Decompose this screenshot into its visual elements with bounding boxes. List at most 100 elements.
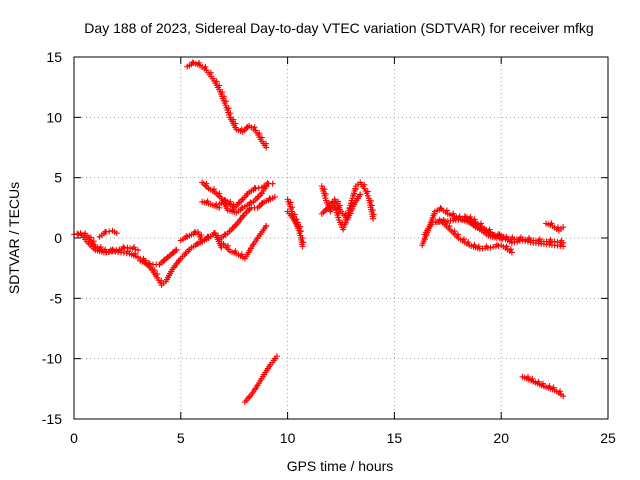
data-point — [218, 244, 225, 251]
data-point — [554, 224, 561, 231]
y-tick-label-0: 0 — [54, 230, 62, 246]
data-point — [560, 393, 567, 400]
data-point — [369, 207, 376, 214]
data-point — [97, 244, 104, 251]
data-point — [173, 247, 180, 254]
data-point — [273, 353, 280, 360]
x-tick-label-15: 15 — [387, 430, 403, 446]
data-point — [105, 248, 112, 255]
x-tick-label-0: 0 — [70, 430, 78, 446]
data-point — [232, 248, 239, 255]
data-point — [269, 180, 276, 187]
y-tick-label-5: 5 — [54, 170, 62, 186]
data-point — [508, 239, 515, 246]
data-point — [103, 249, 110, 256]
y-tick-label--5: -5 — [50, 290, 63, 306]
y-tick-label-10: 10 — [46, 109, 62, 125]
data-point — [511, 239, 518, 246]
data-point — [142, 257, 149, 264]
data-point — [211, 186, 218, 193]
data-point — [503, 243, 510, 250]
series-trace-7 — [216, 180, 276, 211]
x-tick-label-20: 20 — [493, 430, 509, 446]
data-point — [121, 245, 128, 252]
data-point — [124, 244, 131, 251]
data-point — [516, 238, 523, 245]
data-point — [370, 215, 377, 222]
data-point — [560, 224, 567, 231]
series-trace-1 — [71, 230, 212, 289]
data-point — [495, 231, 502, 238]
data-point — [460, 236, 467, 243]
tick-labels: 0 5 10 15 20 25 -15 -10 -5 0 5 10 15 — [42, 49, 616, 446]
data-point — [271, 193, 278, 200]
data-point — [456, 213, 463, 220]
data-point — [367, 197, 374, 204]
y-tick-label--10: -10 — [42, 351, 62, 367]
data-point — [498, 235, 505, 241]
data-point — [216, 204, 223, 211]
y-axis-label: SDTVAR / TECUs — [6, 182, 22, 294]
series-trace-4 — [137, 246, 180, 268]
data-point — [135, 247, 142, 254]
data-point — [132, 246, 139, 253]
data-point — [368, 202, 375, 209]
data-point — [370, 211, 377, 218]
series-trace-15 — [318, 191, 364, 223]
chart-title: Day 188 of 2023, Sidereal Day-to-day VTE… — [84, 20, 593, 36]
data-point — [560, 243, 567, 250]
data-point — [299, 243, 306, 250]
data-point — [102, 246, 109, 253]
series-trace-9 — [199, 198, 223, 211]
data-point — [111, 247, 118, 254]
data-point — [74, 230, 81, 237]
data-point — [251, 124, 258, 131]
data-point — [478, 220, 485, 227]
data-point — [247, 199, 254, 206]
data-point — [127, 245, 134, 252]
data-point — [529, 375, 536, 382]
data-point — [106, 228, 113, 235]
data-point — [471, 216, 478, 223]
data-point — [557, 388, 564, 395]
x-tick-label-25: 25 — [600, 430, 616, 446]
series-trace-19 — [461, 213, 505, 241]
data-point — [189, 59, 196, 66]
series-trace-11 — [241, 353, 280, 406]
data-point — [357, 191, 364, 198]
data-point — [527, 239, 534, 246]
data-point — [503, 233, 510, 240]
series-trace-8 — [199, 179, 270, 216]
series-trace-6 — [216, 193, 278, 243]
data-point — [146, 260, 153, 267]
data-point — [264, 180, 271, 187]
data-point — [490, 244, 497, 251]
data-point — [443, 207, 450, 214]
x-tick-label-10: 10 — [280, 430, 296, 446]
y-tick-label-15: 15 — [46, 49, 62, 65]
x-tick-label-5: 5 — [177, 430, 185, 446]
data-point — [193, 240, 200, 247]
data-point — [299, 235, 306, 242]
y-tick-label--15: -15 — [42, 411, 62, 427]
data-point — [495, 242, 502, 249]
data-point — [263, 144, 270, 151]
data-point — [103, 228, 110, 235]
data-point — [143, 260, 150, 267]
data-point — [539, 380, 546, 387]
data-point — [113, 247, 120, 254]
data-point — [255, 184, 262, 191]
data-point — [196, 59, 203, 66]
series-trace-20 — [543, 220, 567, 234]
data-point — [113, 230, 120, 237]
axis-ticks — [73, 56, 609, 420]
data-point — [116, 246, 123, 253]
data-point — [238, 251, 245, 258]
data-point — [522, 238, 529, 245]
data-point — [252, 185, 259, 192]
data-point — [263, 222, 270, 229]
data-point — [508, 249, 515, 256]
data-point — [300, 239, 307, 246]
data-point — [486, 226, 493, 233]
data-point — [450, 210, 457, 217]
